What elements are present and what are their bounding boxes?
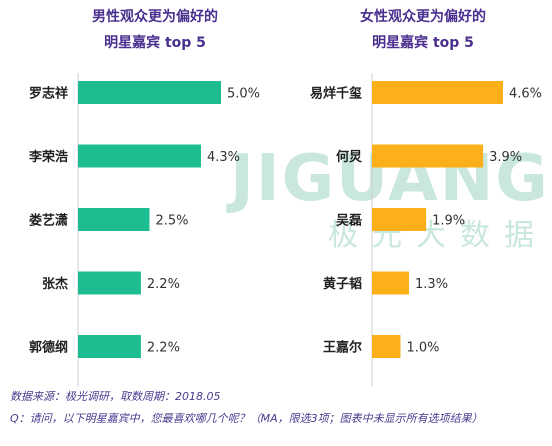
- right-chart-title: 女性观众更为偏好的 明星嘉宾 top 5: [328, 4, 518, 56]
- bar: [372, 271, 410, 295]
- right-bar-chart: 易烊千玺 4.6% 何炅 3.9% 吴磊 1.9% 黄子韬 1.3% 王嘉尔 1.0%: [310, 73, 542, 387]
- category-label: 罗志祥: [29, 86, 68, 102]
- value-label: 4.3%: [207, 150, 240, 165]
- left-chart-title-line1: 男性观众更为偏好的: [92, 9, 218, 25]
- bar: [78, 144, 201, 168]
- bar: [78, 208, 150, 231]
- bar: [372, 335, 401, 358]
- category-label: 易烊千玺: [310, 86, 362, 102]
- left-chart-title: 男性观众更为偏好的 明星嘉宾 top 5: [60, 4, 250, 56]
- category-label: 何炅: [336, 149, 363, 165]
- bar: [372, 208, 427, 231]
- left-bar-chart: 罗志祥 5.0% 李荣浩 4.3% 娄艺潇 2.5% 张杰 2.2% 郭德纲 2.2%: [28, 73, 260, 387]
- watermark-subtext: 极光大数据: [328, 218, 548, 253]
- question-note: Q：请问，以下明星嘉宾中，您最喜欢哪几个呢？（MA，限选3项；图表中未显示所有选…: [10, 412, 483, 425]
- value-label: 2.2%: [147, 277, 180, 292]
- left-chart-title-line2: 明星嘉宾 top 5: [104, 35, 206, 51]
- right-chart-title-line2: 明星嘉宾 top 5: [372, 35, 474, 51]
- source-note: 数据来源：极光调研，取数周期：2018.05: [10, 390, 221, 403]
- right-chart-title-line1: 女性观众更为偏好的: [360, 9, 486, 25]
- category-label: 娄艺潇: [29, 213, 68, 229]
- bar: [78, 335, 141, 358]
- value-label: 2.2%: [147, 341, 180, 356]
- bar: [372, 144, 484, 168]
- value-label: 2.5%: [156, 214, 189, 229]
- category-label: 张杰: [42, 276, 68, 292]
- category-label: 黄子韬: [323, 276, 362, 292]
- value-label: 1.9%: [432, 214, 465, 229]
- value-label: 4.6%: [509, 87, 542, 102]
- category-label: 王嘉尔: [323, 340, 362, 356]
- category-label: 李荣浩: [28, 149, 68, 165]
- category-label: 郭德纲: [29, 340, 68, 356]
- category-label: 吴磊: [336, 214, 362, 229]
- value-label: 1.3%: [415, 277, 448, 292]
- bar: [372, 81, 503, 104]
- bar: [78, 271, 141, 295]
- value-label: 3.9%: [489, 150, 522, 165]
- bar: [78, 81, 221, 104]
- value-label: 5.0%: [227, 87, 260, 102]
- value-label: 1.0%: [406, 341, 439, 356]
